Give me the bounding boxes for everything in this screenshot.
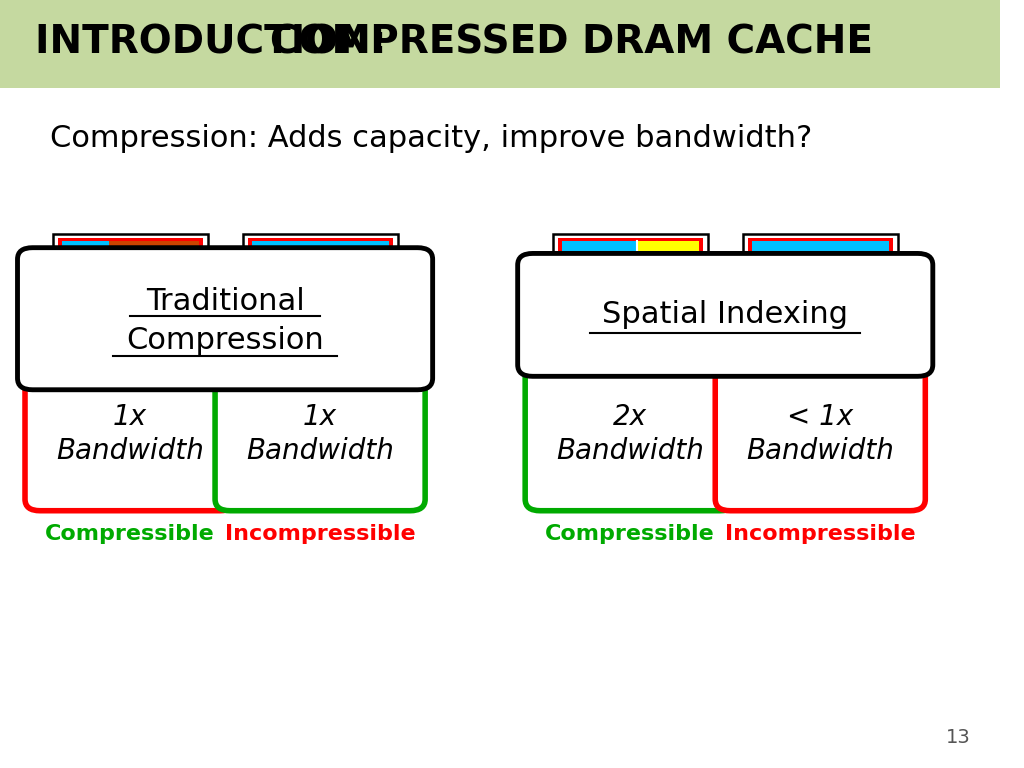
FancyBboxPatch shape bbox=[0, 0, 1000, 88]
FancyBboxPatch shape bbox=[562, 241, 637, 267]
FancyBboxPatch shape bbox=[715, 357, 926, 511]
FancyBboxPatch shape bbox=[252, 241, 389, 267]
FancyBboxPatch shape bbox=[742, 280, 898, 320]
FancyBboxPatch shape bbox=[518, 253, 933, 376]
Text: < 1x
Bandwidth: < 1x Bandwidth bbox=[746, 402, 894, 465]
FancyBboxPatch shape bbox=[243, 280, 397, 320]
FancyBboxPatch shape bbox=[243, 234, 397, 274]
FancyBboxPatch shape bbox=[742, 234, 898, 274]
FancyBboxPatch shape bbox=[637, 241, 698, 267]
Text: Spatial Indexing: Spatial Indexing bbox=[602, 300, 848, 329]
FancyBboxPatch shape bbox=[52, 234, 208, 274]
FancyBboxPatch shape bbox=[215, 357, 425, 511]
Text: 13: 13 bbox=[945, 728, 971, 746]
FancyBboxPatch shape bbox=[61, 287, 199, 313]
Text: Incompressible: Incompressible bbox=[225, 524, 416, 544]
FancyBboxPatch shape bbox=[57, 284, 203, 316]
FancyBboxPatch shape bbox=[752, 241, 889, 267]
FancyBboxPatch shape bbox=[752, 287, 889, 313]
Text: Compressible: Compressible bbox=[546, 524, 715, 544]
Text: INTRODUCTION:: INTRODUCTION: bbox=[35, 23, 400, 61]
FancyBboxPatch shape bbox=[248, 284, 392, 316]
FancyBboxPatch shape bbox=[248, 238, 392, 270]
Text: 2x
Bandwidth: 2x Bandwidth bbox=[556, 402, 705, 465]
Text: 1x
Bandwidth: 1x Bandwidth bbox=[246, 402, 394, 465]
Text: Traditional: Traditional bbox=[145, 287, 304, 316]
Text: Compression: Adds capacity, improve bandwidth?: Compression: Adds capacity, improve band… bbox=[50, 124, 812, 153]
FancyBboxPatch shape bbox=[61, 241, 110, 267]
FancyBboxPatch shape bbox=[17, 248, 433, 390]
Text: 1x
Bandwidth: 1x Bandwidth bbox=[56, 402, 204, 465]
FancyBboxPatch shape bbox=[252, 287, 389, 313]
FancyBboxPatch shape bbox=[57, 238, 203, 270]
FancyBboxPatch shape bbox=[25, 357, 236, 511]
FancyBboxPatch shape bbox=[553, 234, 708, 274]
FancyBboxPatch shape bbox=[525, 357, 735, 511]
FancyBboxPatch shape bbox=[748, 284, 893, 316]
FancyBboxPatch shape bbox=[558, 238, 702, 270]
Text: COMPRESSED DRAM CACHE: COMPRESSED DRAM CACHE bbox=[270, 23, 873, 61]
FancyBboxPatch shape bbox=[110, 241, 199, 267]
Text: Incompressible: Incompressible bbox=[725, 524, 915, 544]
FancyBboxPatch shape bbox=[553, 280, 708, 320]
Text: Compressible: Compressible bbox=[45, 524, 215, 544]
FancyBboxPatch shape bbox=[52, 280, 208, 320]
Text: Compression: Compression bbox=[126, 326, 324, 355]
FancyBboxPatch shape bbox=[748, 238, 893, 270]
FancyBboxPatch shape bbox=[558, 284, 702, 316]
FancyBboxPatch shape bbox=[562, 287, 698, 313]
